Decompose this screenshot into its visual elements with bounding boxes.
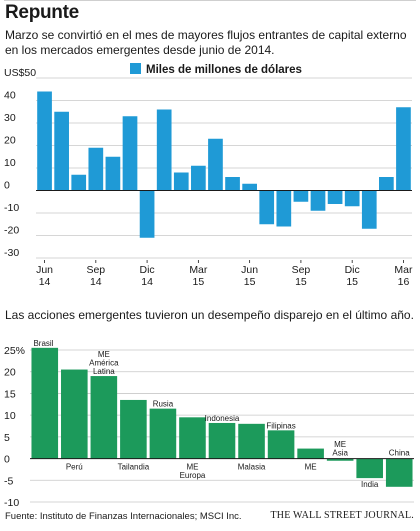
y-tick-label: 40 (4, 90, 16, 102)
flow-bar (344, 190, 360, 207)
y-tick-label: 10 (4, 410, 16, 422)
headline: Repunte (5, 2, 79, 23)
y-tick-label: -30 (4, 247, 19, 259)
flow-bar (71, 174, 87, 191)
x-tick-label-month: Mar (394, 264, 413, 276)
flow-bar (361, 190, 377, 229)
capital-flows-chart: US$50403020100-10-20-30Jun14Sep14Dic14Ma… (4, 63, 413, 288)
x-tick-label-month: Dic (140, 264, 155, 276)
x-tick-label-month: Jun (36, 264, 53, 276)
y-tick-label: 0 (4, 454, 10, 466)
performance-bar (297, 448, 324, 459)
legend-label: Miles de millones de dólares (146, 64, 302, 76)
x-tick-label-year: 15 (244, 276, 256, 288)
performance-bar (61, 369, 88, 459)
x-tick-label-month: Jun (241, 264, 258, 276)
x-tick-label-year: 14 (39, 276, 51, 288)
x-tick-label-month: Dic (345, 264, 360, 276)
y-tick-label: 5 (4, 432, 10, 444)
stock-performance-chart: 25%20151050-5-10BrasilPerúMEAméricaLatin… (4, 339, 414, 508)
flow-bar (122, 116, 138, 191)
x-tick-label-year: 16 (398, 276, 410, 288)
y-tick-label: 30 (4, 112, 16, 124)
bar-label: Indonesia (205, 414, 240, 423)
performance-bar (267, 430, 295, 459)
performance-bar (90, 376, 118, 459)
y-tick-label: 10 (4, 157, 16, 169)
bar-label: Brasil (33, 339, 53, 348)
flow-bar (276, 190, 292, 227)
flow-bar (242, 183, 257, 191)
y-tick-label: -20 (4, 225, 19, 237)
performance-bar (149, 408, 177, 459)
y-tick-label: US$50 (4, 67, 36, 79)
x-tick-label-month: Sep (292, 264, 311, 276)
x-tick-label-year: 15 (346, 276, 358, 288)
flow-bar (396, 107, 411, 191)
performance-bar (31, 347, 59, 459)
bar-label: Malasia (238, 463, 266, 472)
source-note: Fuente: Instituto de Finanzas Internacio… (5, 511, 242, 522)
bar-label: Asia (332, 448, 348, 457)
bar-label: Tailandia (118, 463, 150, 472)
chart2-heading: Las acciones emergentes tuvieron un dese… (5, 308, 414, 322)
flow-bar (156, 109, 172, 191)
legend-swatch (130, 63, 141, 74)
flow-bar (37, 91, 52, 191)
top-rule (4, 0, 416, 1)
flow-bar (139, 190, 155, 238)
x-tick-label-month: Sep (86, 264, 105, 276)
y-tick-label: 15 (4, 388, 16, 400)
performance-bar (385, 458, 413, 487)
bar-label: Perú (66, 463, 83, 472)
flow-bar (379, 177, 394, 191)
bar-label: América (89, 359, 119, 368)
bar-label: Rusia (153, 400, 174, 409)
x-tick-label-year: 15 (193, 276, 205, 288)
bar-label: India (361, 480, 379, 489)
bar-label: Filipinas (266, 421, 295, 430)
flow-bar (173, 172, 189, 191)
flow-bar (310, 190, 326, 211)
performance-bar (179, 417, 206, 459)
performance-bar (326, 458, 354, 461)
y-tick-label: -10 (4, 202, 19, 214)
bar-label: ME (305, 463, 317, 472)
bar-label: ME (186, 463, 198, 472)
flow-bar (88, 147, 104, 191)
performance-bar (208, 422, 236, 459)
flow-bar (259, 190, 275, 225)
subhead: Marzo se convirtió en el mes de mayores … (5, 28, 407, 57)
y-tick-label: -5 (4, 475, 13, 487)
flow-bar (327, 190, 343, 204)
x-tick-label-year: 14 (90, 276, 102, 288)
y-tick-label: 20 (4, 135, 16, 147)
flow-bar (293, 190, 309, 202)
y-tick-label: 0 (4, 180, 10, 192)
x-tick-label-year: 14 (141, 276, 153, 288)
bar-label: China (389, 448, 410, 457)
x-tick-label-month: Mar (189, 264, 208, 276)
publisher-name: THE WALL STREET JOURNAL. (270, 510, 414, 521)
x-tick-label-year: 15 (295, 276, 307, 288)
bar-label: ME (334, 440, 346, 449)
bar-label: Europa (180, 471, 206, 480)
flow-bar (105, 156, 121, 191)
flow-bar (54, 111, 69, 191)
performance-bar (356, 458, 383, 479)
performance-bar (120, 399, 147, 459)
performance-bar (238, 423, 265, 459)
flow-bar (208, 138, 223, 191)
y-tick-label: -10 (4, 497, 19, 508)
y-tick-label: 25% (4, 345, 25, 357)
flow-bar (191, 165, 206, 191)
y-tick-label: 20 (4, 367, 16, 379)
bar-label: ME (98, 350, 110, 359)
bar-label: Latina (93, 367, 115, 376)
flow-bar (225, 177, 240, 191)
